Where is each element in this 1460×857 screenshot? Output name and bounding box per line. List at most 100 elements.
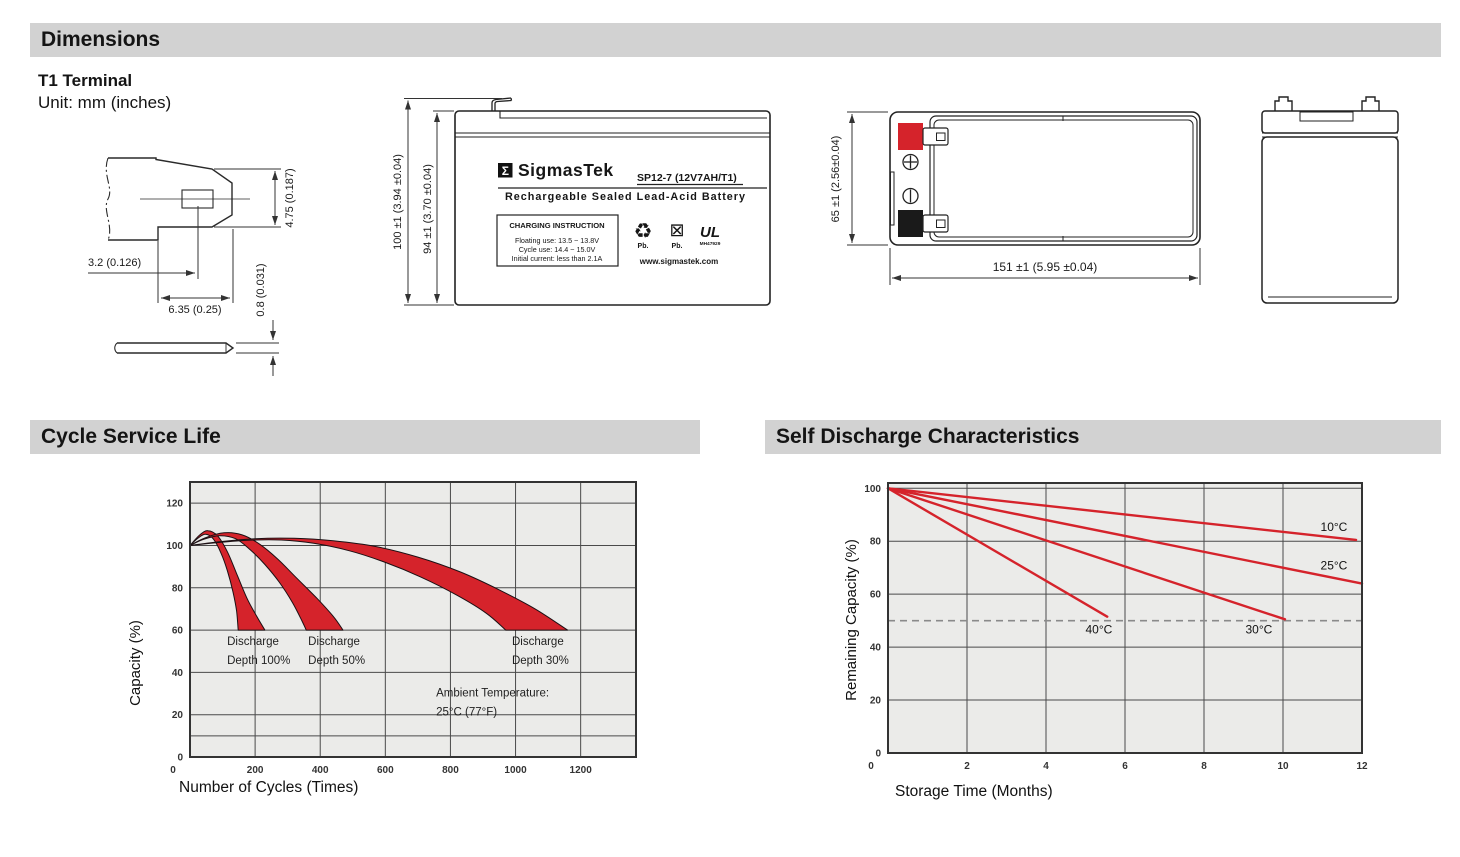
self-discharge-title: Self Discharge Characteristics [776, 425, 1080, 448]
cycle-title: Cycle Service Life [41, 425, 221, 448]
ul-mark-icon: UL [700, 224, 720, 241]
annotation-3: Ambient Temperature: 25°C (77°F) [436, 688, 549, 719]
dimension-lines [88, 168, 281, 376]
end-terminal-right [1361, 96, 1380, 111]
terminal-side-view [114, 342, 235, 354]
charging-line-2: Cycle use: 14.4 ~ 15.0V [519, 245, 596, 254]
charging-line-1: Floating use: 13.5 ~ 13.8V [515, 236, 599, 245]
dim-6-35: 6.35 (0.25) [168, 304, 221, 316]
y-axis-label: Remaining Capacity (%) [843, 539, 860, 701]
x-tick-12: 12 [1356, 761, 1368, 772]
y-tick-20: 20 [172, 710, 184, 721]
self-discharge-header: Self Discharge Characteristics [765, 420, 1441, 454]
x-axis-label: Storage Time (Months) [895, 783, 1053, 800]
vent-slot [890, 171, 895, 226]
y-tick-100: 100 [166, 541, 183, 552]
line-25C [886, 487, 1364, 585]
dimensions-title: Dimensions [41, 28, 161, 51]
x-tick-0: 0 [170, 765, 176, 776]
dim-0-8: 0.8 (0.031) [255, 263, 267, 316]
dim-151: 151 ±1 (5.95 ±0.04) [993, 260, 1098, 274]
y-tick-80: 80 [870, 537, 882, 548]
band-discharge-depth-50- [189, 532, 344, 631]
y-tick-0: 0 [875, 749, 881, 760]
x-tick-8: 8 [1201, 761, 1207, 772]
x-tick-0: 0 [868, 761, 874, 772]
label-10C: 10°C [1321, 520, 1348, 534]
line-30C [886, 487, 1287, 621]
dim-3-2: 3.2 (0.126) [88, 257, 141, 269]
recycle-pb-icon: ♻ [634, 220, 653, 243]
brand-text: SigmasTek [518, 160, 614, 180]
end-view-case [1261, 96, 1399, 304]
dimensions-section-header: Dimensions [30, 23, 1441, 57]
x-tick-400: 400 [312, 765, 329, 776]
no-trash-pb-icon: ⊠ [669, 220, 684, 240]
y-tick-40: 40 [870, 643, 882, 654]
y-tick-60: 60 [870, 590, 882, 601]
plus-terminal-symbol [902, 153, 919, 171]
model-text: SP12-7 (12V7AH/T1) [637, 172, 737, 184]
cycle-service-life-header: Cycle Service Life [30, 420, 700, 454]
battery-case [454, 110, 771, 306]
dim-100: 100 ±1 (3.94 ±0.04) [392, 154, 404, 250]
dim-94: 94 ±1 (3.70 ±0.04) [422, 164, 434, 254]
ul-file-number: MH47929 [700, 241, 721, 247]
break-line [105, 157, 111, 241]
battery-subtitle: Rechargeable Sealed Lead-Acid Battery [505, 191, 746, 203]
x-tick-1200: 1200 [570, 765, 593, 776]
positive-terminal-red [898, 123, 923, 150]
end-terminal-left [1274, 96, 1293, 111]
battery-front-view: 100 ±1 (3.94 ±0.04) 94 ±1 (3.70 ±0.04) Σ… [390, 85, 790, 330]
sigma-logo-glyph: Σ [502, 164, 509, 178]
plot-background [190, 482, 636, 757]
t1-terminal-drawing: 4.75 (0.187) 3.2 (0.126) 6.35 (0.25) 0.8… [60, 140, 340, 390]
charging-instruction-box [496, 214, 619, 267]
annotation-2: Discharge Depth 30% [512, 636, 569, 667]
top-view-dimensions [847, 111, 1201, 285]
x-tick-6: 6 [1122, 761, 1128, 772]
y-axis-label: Capacity (%) [127, 620, 144, 706]
battery-top-view: 65 ±1 (2.56±0.04) 151 ±1 (5.95 ±0.04) [820, 95, 1220, 310]
terminal-subheading: T1 Terminal Unit: mm (inches) [38, 70, 171, 114]
battery-end-view [1250, 88, 1410, 323]
y-tick-80: 80 [172, 583, 184, 594]
x-tick-200: 200 [247, 765, 264, 776]
y-tick-0: 0 [177, 753, 183, 764]
x-tick-600: 600 [377, 765, 394, 776]
top-terminal-tab [491, 97, 513, 111]
dim-4-75: 4.75 (0.187) [284, 168, 296, 227]
annotation-0: Discharge Depth 100% [227, 636, 290, 667]
t1-terminal-label: T1 Terminal [38, 71, 133, 90]
top-view-case [889, 111, 1201, 246]
y-tick-20: 20 [870, 696, 882, 707]
minus-terminal-symbol [902, 187, 919, 205]
plot-frame [887, 482, 1363, 754]
label-25C: 25°C [1321, 559, 1348, 573]
lid-inset [1299, 111, 1354, 122]
website-text: www.sigmastek.com [639, 257, 718, 266]
line-40C [886, 487, 1109, 618]
label-30C: 30°C [1245, 622, 1272, 636]
no-trash-pb-label: Pb. [672, 243, 683, 250]
sigma-logo-box [498, 163, 513, 178]
terminal-top-view [105, 157, 250, 241]
x-tick-2: 2 [964, 761, 970, 772]
height-dimensions [404, 98, 502, 306]
y-tick-40: 40 [172, 668, 184, 679]
y-tick-60: 60 [172, 626, 184, 637]
y-tick-120: 120 [166, 499, 183, 510]
label-40C: 40°C [1086, 622, 1113, 636]
band-discharge-depth-30- [189, 537, 569, 631]
dim-65: 65 ±1 (2.56±0.04) [830, 136, 842, 223]
x-tick-1000: 1000 [504, 765, 527, 776]
y-tick-100: 100 [864, 484, 881, 495]
negative-faston-tab [922, 214, 949, 233]
x-tick-4: 4 [1043, 761, 1049, 772]
self-discharge-chart: 10°C 25°C 30°C 40°C 0 2 4 6 8 10 12 0 20 40 60 80 100 Sto… [830, 470, 1425, 815]
recycle-pb-label: Pb. [638, 243, 649, 250]
plot-frame [189, 481, 637, 758]
charging-title: CHARGING INSTRUCTION [509, 221, 604, 230]
annotation-1: Discharge Depth 50% [308, 636, 365, 667]
